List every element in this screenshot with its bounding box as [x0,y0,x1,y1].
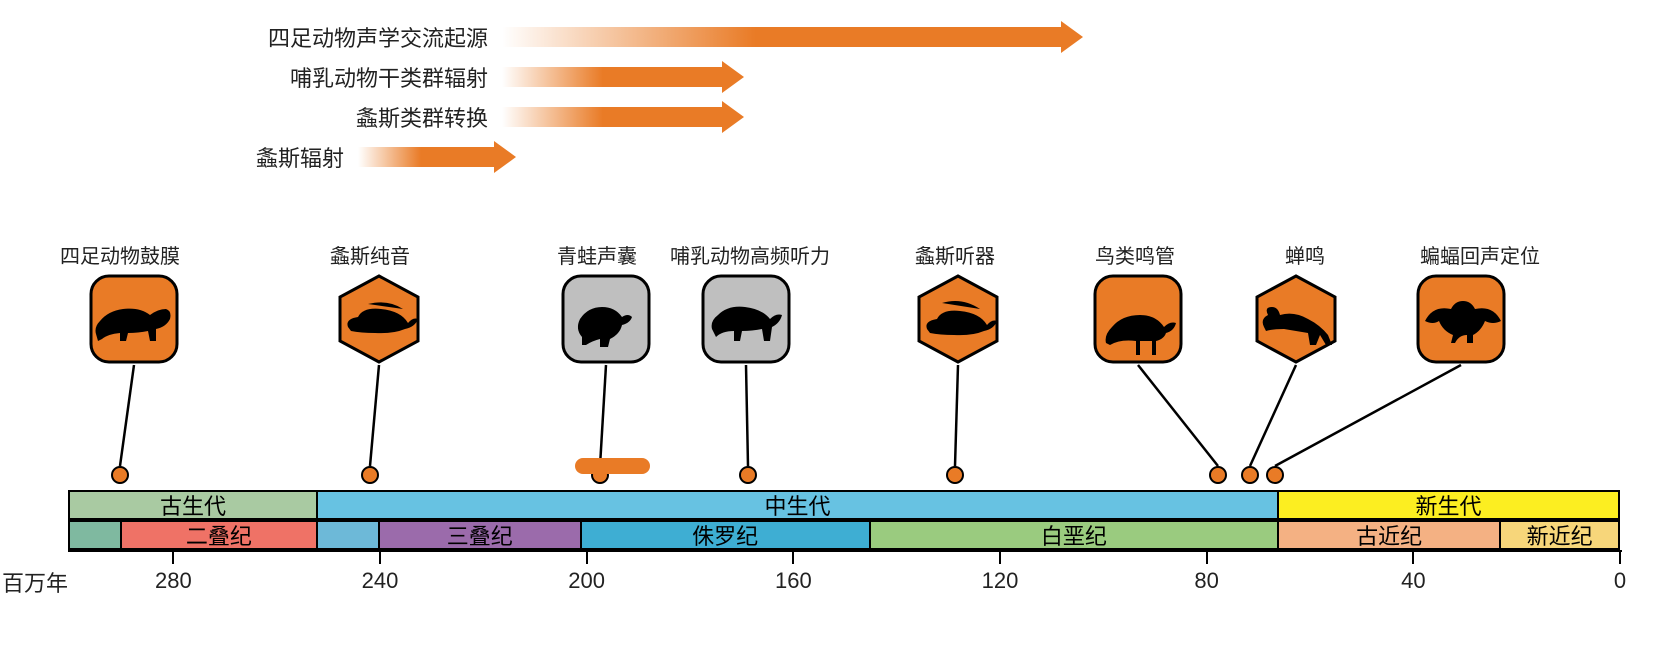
arrow-body [502,67,726,87]
tick [379,550,381,564]
period-白垩纪: 白垩纪 [869,520,1279,550]
era-label: 新生代 [1415,489,1481,521]
era-label: 古生代 [160,489,226,521]
period-古近纪: 古近纪 [1277,520,1501,550]
tick-label: 240 [362,568,399,594]
event-label-mammal-hearing: 哺乳动物高频听力 [670,240,830,269]
event-icon-bird-syrinx [1092,273,1184,365]
tick [586,550,588,564]
arrow-row-0: 四足动物声学交流起源 [0,22,1085,52]
marker-dot-bird-syrinx [1209,466,1227,484]
marker-dot-bat-echo [1266,466,1284,484]
event-icon-mammal-hearing [700,273,792,365]
period-label: 侏罗纪 [692,519,758,551]
arrow-body [358,147,498,167]
arrow-head-icon [1061,21,1083,53]
arrow-label: 四足动物声学交流起源 [268,21,488,53]
arrow-head-icon [722,61,744,93]
tick-label: 160 [775,568,812,594]
tick [1619,550,1621,564]
period-二叠纪: 二叠纪 [120,520,318,550]
period-label: 古近纪 [1356,519,1422,551]
event-label-cicada: 蝉鸣 [1285,240,1325,269]
period-label: 三叠纪 [447,519,513,551]
event-label-bird-syrinx: 鸟类鸣管 [1095,240,1175,269]
period-label: 白垩纪 [1041,519,1107,551]
arrow-body [502,27,1065,47]
tick-label: 200 [568,568,605,594]
tick-label: 40 [1401,568,1425,594]
arrow-label: 螽斯类群转换 [356,101,488,133]
tick [792,550,794,564]
arrow-row-2: 螽斯类群转换 [0,102,746,132]
tick-label: 120 [982,568,1019,594]
period-侏罗纪: 侏罗纪 [580,520,871,550]
event-icon-cicada [1250,273,1342,365]
tick [1206,550,1208,564]
arrow-label: 螽斯辐射 [256,141,344,173]
event-icon-katydid-ear [912,273,1004,365]
event-icon-tympanum [88,273,180,365]
timeline-diagram: { "colors": { "arrow": "#e97b26", "arrow… [0,0,1665,650]
era-古生代: 古生代 [68,490,318,520]
tick [172,550,174,564]
tick [999,550,1001,564]
marker-dot-katydid-ear [946,466,964,484]
event-label-frog-sac: 青蛙声囊 [557,240,637,269]
tick [1412,550,1414,564]
tick-label: 80 [1194,568,1218,594]
marker-dot-cicada [1241,466,1259,484]
tick-label: 280 [155,568,192,594]
event-label-bat-echo: 蝙蝠回声定位 [1420,240,1540,269]
arrow-label: 哺乳动物干类群辐射 [290,61,488,93]
event-label-katydid-tone: 螽斯纯音 [330,240,410,269]
era-label: 中生代 [764,489,830,521]
event-label-tympanum: 四足动物鼓膜 [60,240,180,269]
marker-dot-katydid-tone [361,466,379,484]
period-三叠纪: 三叠纪 [378,520,582,550]
period-blank [68,520,122,550]
marker-dot-mammal-hearing [739,466,757,484]
era-新生代: 新生代 [1277,490,1620,520]
axis-unit-label: 百万年 [2,566,68,598]
arrow-head-icon [494,141,516,173]
event-icon-frog-sac [560,273,652,365]
tick-label: 0 [1614,568,1626,594]
range-blob [575,458,650,474]
arrow-body [502,107,726,127]
arrow-head-icon [722,101,744,133]
event-icon-bat-echo [1415,273,1507,365]
period-label: 新近纪 [1527,519,1593,551]
period-新近纪: 新近纪 [1499,520,1620,550]
event-icon-katydid-tone [333,273,425,365]
arrow-row-3: 螽斯辐射 [0,142,518,172]
period-blank [316,520,380,550]
marker-dot-tympanum [111,466,129,484]
axis-baseline [68,550,1622,552]
event-label-katydid-ear: 螽斯听器 [915,240,995,269]
era-中生代: 中生代 [316,490,1279,520]
arrow-row-1: 哺乳动物干类群辐射 [0,62,746,92]
period-label: 二叠纪 [186,519,252,551]
